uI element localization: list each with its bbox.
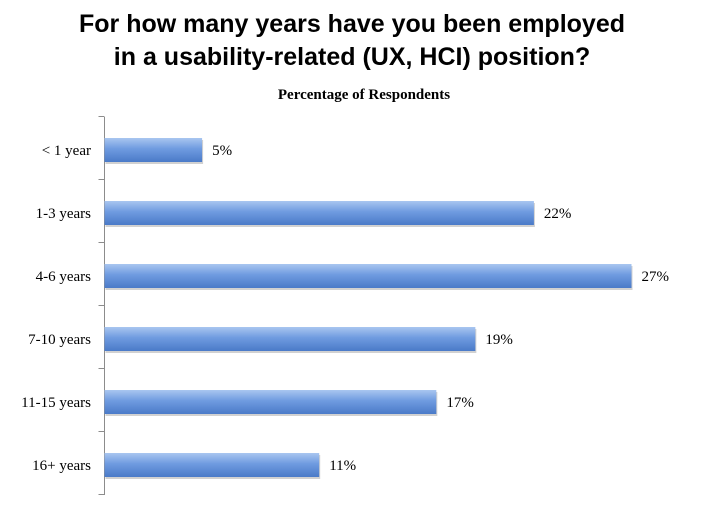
data-label: 19% — [485, 332, 512, 348]
chart-title: For how many years have you been employe… — [0, 8, 704, 74]
bar — [104, 264, 632, 288]
category-label: 7-10 years — [28, 332, 91, 348]
data-label: 27% — [642, 269, 670, 285]
bar — [104, 453, 320, 477]
bar — [104, 138, 203, 162]
bar — [104, 201, 534, 225]
data-label: 22% — [544, 206, 572, 222]
data-label: 11% — [329, 458, 356, 474]
chart-title-line-2: in a usability-related (UX, HCI) positio… — [113, 43, 591, 71]
chart-subtitle: Percentage of Respondents — [277, 87, 451, 103]
bar — [104, 327, 476, 351]
bars-layer — [104, 138, 633, 479]
data-label: 17% — [446, 395, 474, 411]
value-labels: 5% 22% 27% 19% 17% 11% — [212, 143, 669, 474]
category-label: 1-3 years — [36, 206, 92, 222]
category-labels: < 1 year 1-3 years 4-6 years 7-10 years 11-1… — [21, 143, 91, 474]
axis-layer — [98, 116, 105, 495]
chart-title-line-1: For how many years have you been employe… — [78, 10, 625, 38]
category-label: 16+ years — [32, 458, 91, 474]
category-label: < 1 year — [42, 143, 91, 159]
category-label: 11-15 years — [21, 395, 91, 411]
bar — [104, 390, 437, 414]
data-label: 5% — [212, 143, 232, 159]
category-label: 4-6 years — [36, 269, 92, 285]
